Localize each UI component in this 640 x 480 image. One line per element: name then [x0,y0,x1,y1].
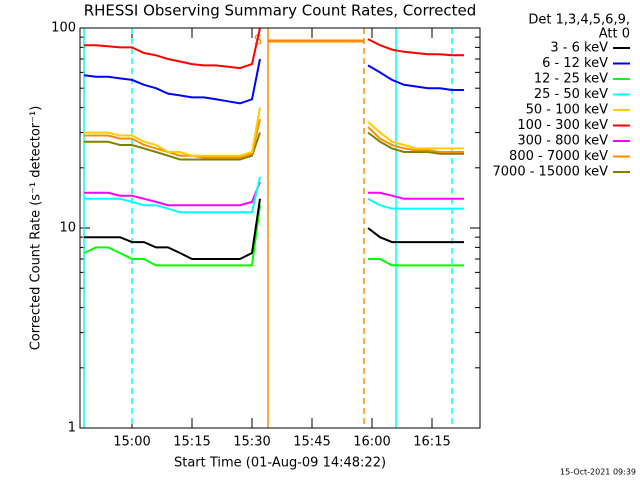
y-tick-label: 100 [51,21,76,36]
legend-label: 6 - 12 keV [542,56,608,71]
legend-label: 3 - 6 keV [550,41,608,56]
series-line [84,131,464,161]
legend-title: Det 1,3,4,5,6,9, [528,13,630,28]
chart-title: RHESSI Observing Summary Count Rates, Co… [84,2,477,20]
series-line [84,198,464,260]
series-line [84,181,464,207]
legend-label: 25 - 50 keV [534,87,608,102]
x-tick-label: 15:45 [293,435,330,450]
x-tick-label: 16:15 [413,435,450,450]
x-tick-label: 15:30 [233,435,270,450]
x-axis-label: Start Time (01-Aug-09 14:48:22) [174,456,386,471]
legend-label: 50 - 100 keV [526,103,609,118]
series-line [84,107,464,157]
x-tick-label: 16:00 [353,435,390,450]
series-line [83,58,464,105]
legend-label: 300 - 800 keV [517,134,608,149]
legend-label: 100 - 300 keV [517,118,608,133]
x-tick-label: 15:15 [173,435,210,450]
footer: 15-Oct-2021 09:39 [560,468,636,477]
x-tick-label: 15:00 [113,435,150,450]
series-line [84,27,464,70]
y-axis-label: Corrected Count Rate (s⁻¹ detector⁻¹) [29,106,44,351]
y-tick-label: 1 [68,421,76,436]
plot-frame [79,27,481,429]
y-tick-label: 10 [59,221,76,236]
legend-title: Att 0 [599,27,630,42]
legend-label: 7000 - 15000 keV [493,165,609,180]
series-line [83,205,464,267]
series-line [84,118,464,159]
legend-label: 800 - 7000 keV [509,149,608,164]
legend-label: 12 - 25 keV [534,72,608,87]
series-line [84,176,464,214]
